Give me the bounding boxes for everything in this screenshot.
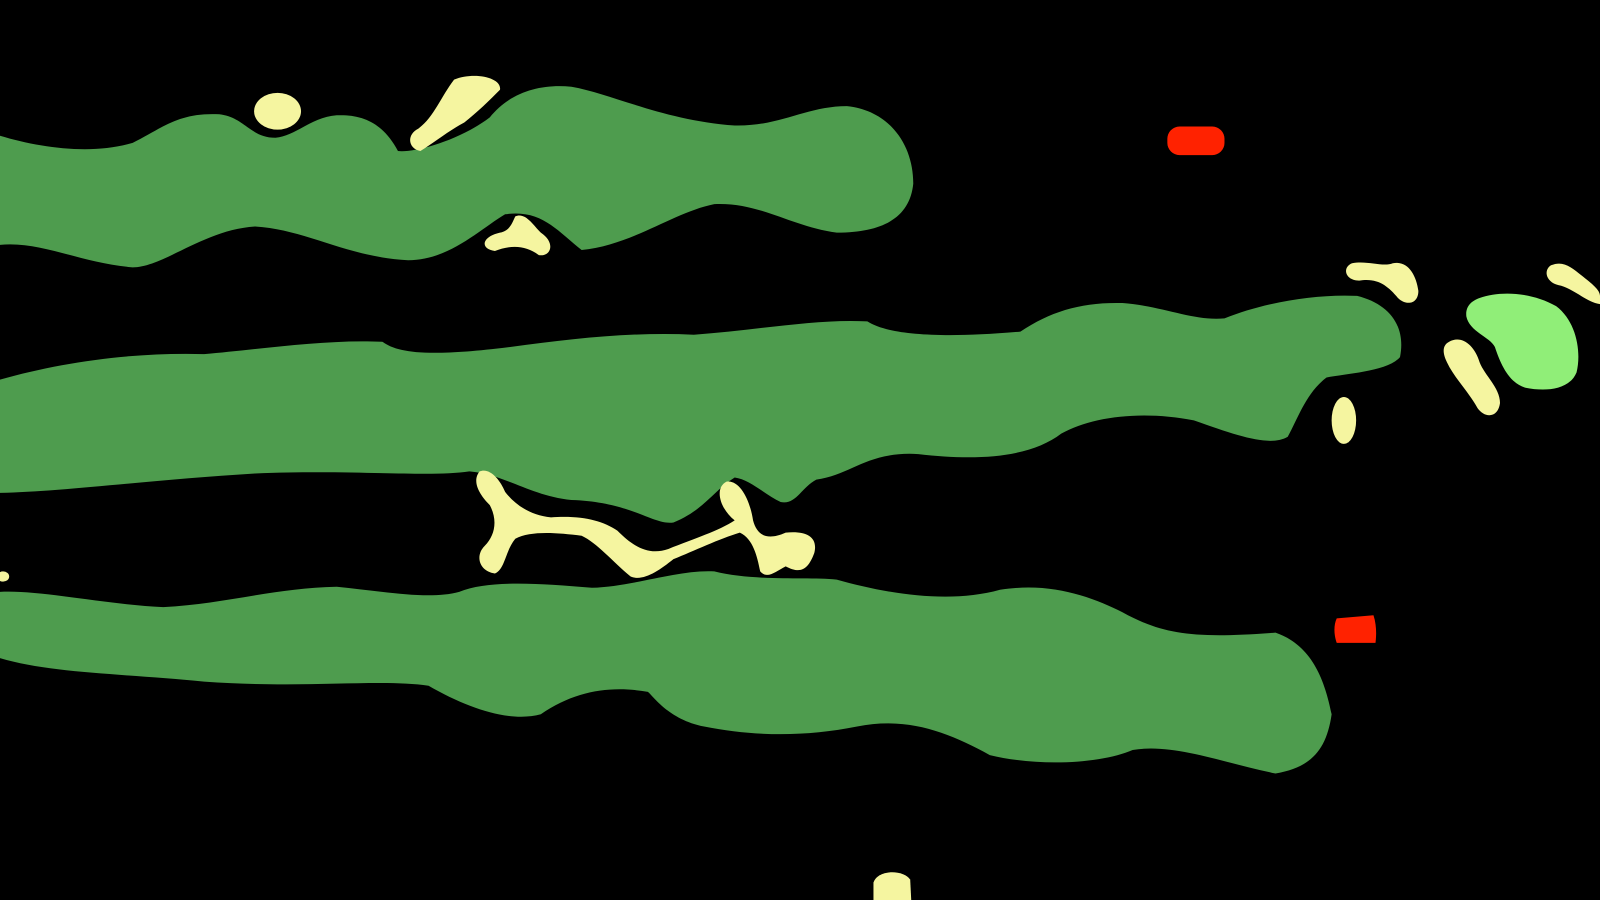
bunker	[484, 215, 551, 256]
bunker	[1346, 262, 1419, 303]
bunker	[254, 92, 302, 130]
bunker	[1443, 339, 1500, 416]
bunker	[410, 75, 501, 152]
bunker	[1331, 396, 1357, 444]
bunker	[476, 470, 816, 578]
bunker	[1546, 263, 1600, 305]
tee-box	[1334, 615, 1377, 643]
fairway	[0, 295, 1402, 523]
green	[1466, 293, 1579, 390]
fairway	[0, 86, 914, 268]
tee-box	[1167, 126, 1225, 156]
fairway	[0, 571, 1332, 774]
bunker	[873, 872, 912, 900]
bunker	[0, 571, 10, 582]
